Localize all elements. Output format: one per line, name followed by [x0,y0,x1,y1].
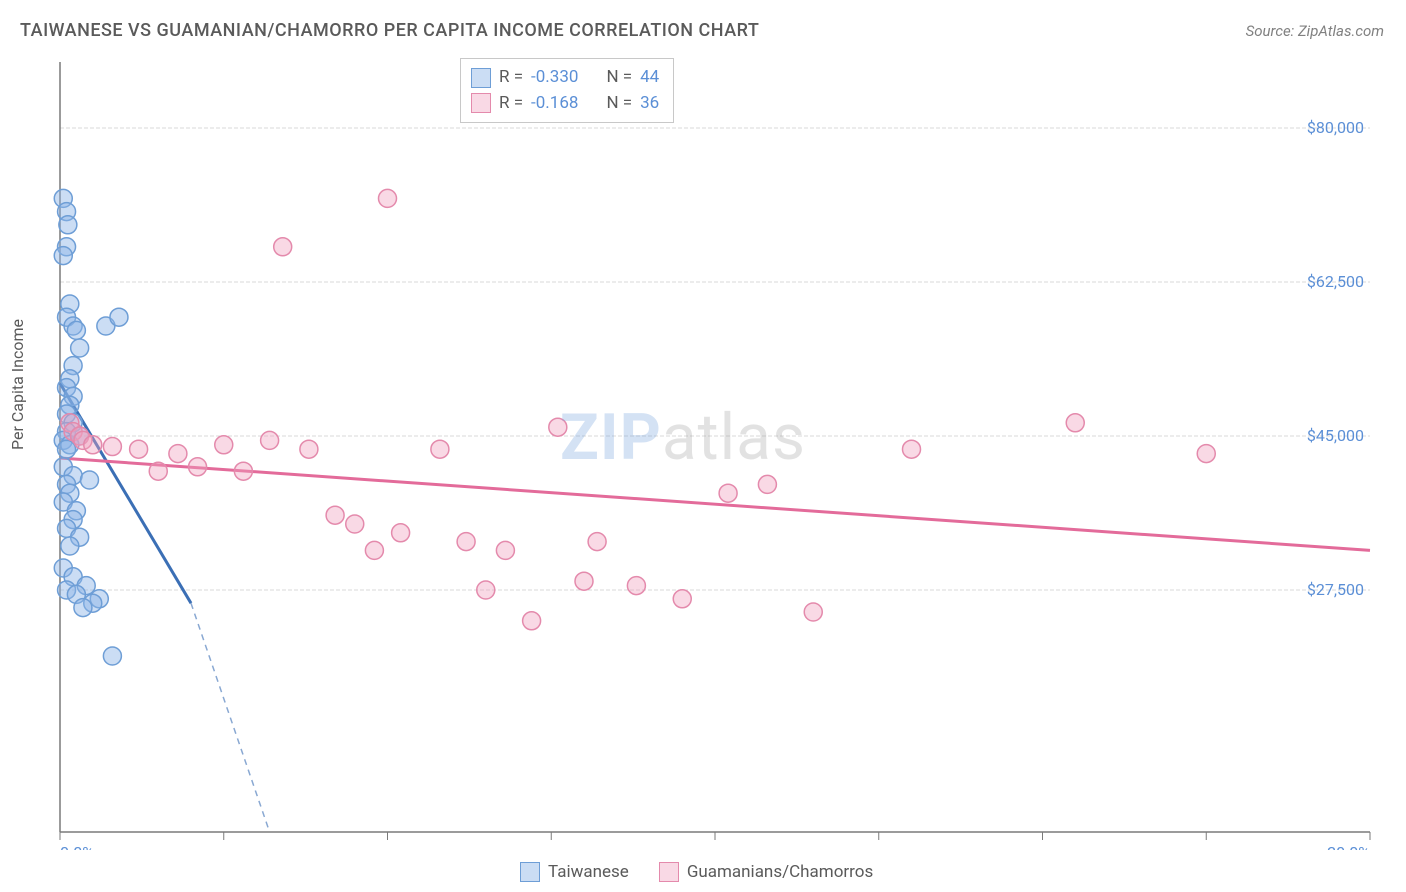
n-label: N = [606,91,632,117]
r-value-guamanian: -0.168 [531,91,578,117]
swatch-taiwanese [520,862,540,882]
svg-text:$80,000: $80,000 [1307,118,1364,137]
stats-row-guamanian: R = -0.168 N = 36 [471,91,659,117]
r-label: R = [499,91,523,117]
svg-text:0.0%: 0.0% [60,843,94,850]
legend-item-guamanian: Guamanians/Chamorros [659,862,873,882]
source-value: ZipAtlas.com [1298,22,1384,40]
n-value-taiwanese: 44 [640,65,659,91]
n-value-guamanian: 36 [640,91,659,117]
svg-text:$27,500: $27,500 [1307,580,1364,599]
svg-text:$62,500: $62,500 [1307,272,1364,291]
legend-label-guamanian: Guamanians/Chamorros [687,862,873,882]
scatter-chart: $27,500 $45,000 $62,500 $80,000 0.0% 20.0% [40,50,1380,850]
stats-row-taiwanese: R = -0.330 N = 44 [471,65,659,91]
y-axis-label: Per Capita Income [8,319,27,450]
swatch-taiwanese [471,68,491,88]
swatch-guamanian [471,93,491,113]
r-value-taiwanese: -0.330 [531,65,578,91]
source-credit: Source: ZipAtlas.com [1246,22,1384,40]
bottom-legend: Taiwanese Guamanians/Chamorros [520,862,873,882]
legend-label-taiwanese: Taiwanese [548,862,629,882]
chart-title: TAIWANESE VS GUAMANIAN/CHAMORRO PER CAPI… [20,20,759,41]
swatch-guamanian [659,862,679,882]
legend-item-taiwanese: Taiwanese [520,862,629,882]
n-label: N = [606,65,632,91]
svg-text:20.0%: 20.0% [1327,843,1370,850]
r-label: R = [499,65,523,91]
correlation-stats-box: R = -0.330 N = 44 R = -0.168 N = 36 [460,58,674,123]
svg-text:$45,000: $45,000 [1307,426,1364,445]
source-label: Source: [1246,22,1295,40]
